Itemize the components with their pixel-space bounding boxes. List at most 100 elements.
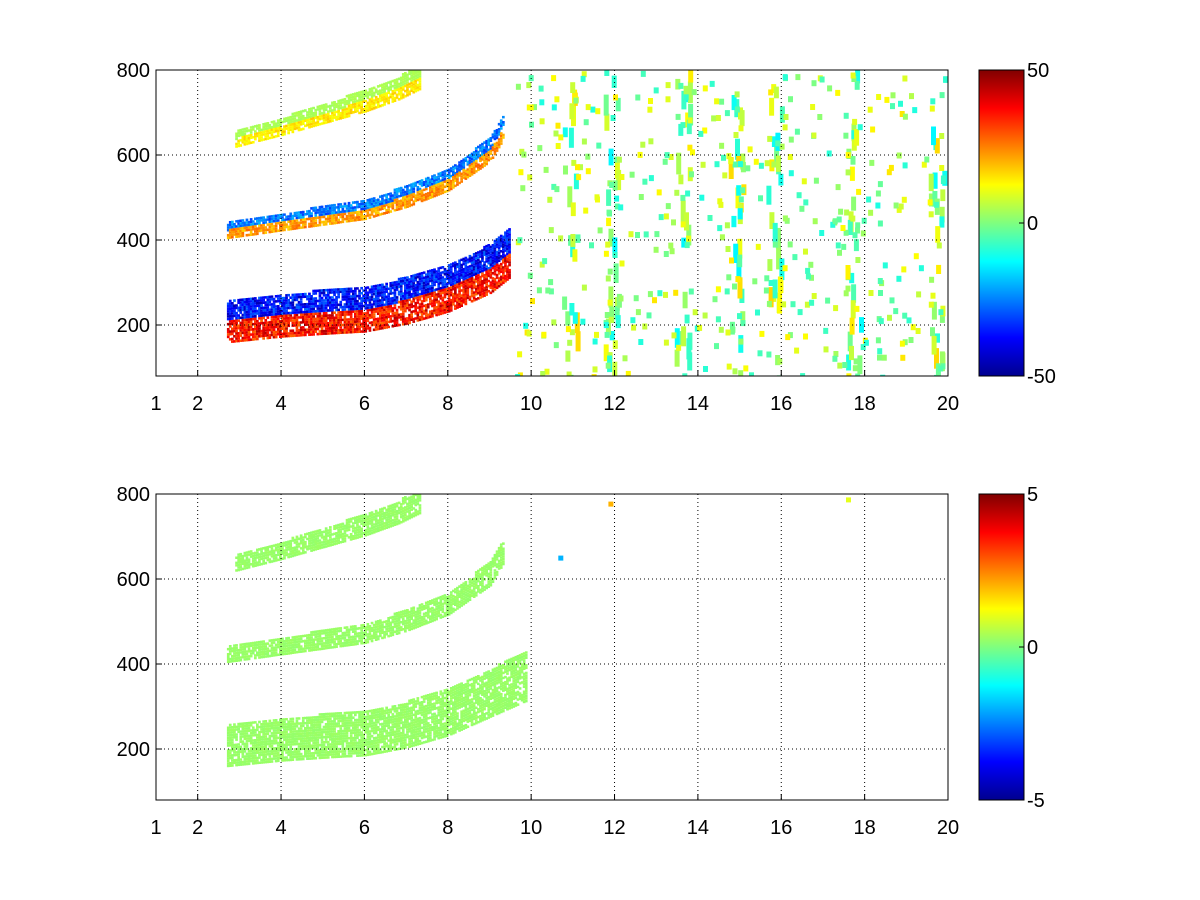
band-cell-0	[266, 750, 270, 753]
band-cell-1	[460, 180, 463, 183]
band-cell-0	[279, 315, 282, 318]
band-cell-0	[429, 287, 432, 290]
band-cell-0	[431, 314, 434, 318]
band-cell-0	[274, 741, 278, 745]
band-cell-2	[368, 100, 372, 104]
band-cell-0	[481, 269, 484, 273]
band-cell-0	[372, 292, 376, 296]
band-cell-0	[262, 321, 265, 325]
band-cell-0	[310, 312, 313, 316]
band-cell-0	[345, 326, 349, 329]
noise-cell	[785, 334, 791, 341]
band-cell-1	[429, 178, 432, 181]
band-cell-1	[262, 221, 265, 224]
band-cell-0	[231, 759, 234, 762]
noise-cell	[724, 222, 730, 229]
band-cell-2	[354, 102, 357, 106]
band-cell-0	[247, 721, 251, 725]
band-cell-2	[287, 124, 290, 127]
band-cell-2	[306, 111, 309, 114]
band-cell-1	[262, 229, 265, 232]
band-cell-0	[320, 332, 324, 336]
band-cell-0	[262, 761, 265, 764]
band-cell-0	[247, 302, 251, 306]
band-cell-1	[433, 174, 436, 177]
band-cell-0	[381, 326, 384, 330]
band-cell-1	[416, 180, 420, 184]
band-cell-1	[383, 206, 386, 210]
band-cell-0	[320, 738, 324, 742]
noise-cell	[771, 84, 777, 93]
noise-cell	[718, 326, 724, 333]
band-cell-0	[379, 322, 382, 325]
band-cell-0	[426, 288, 430, 291]
band-cell-0	[289, 316, 293, 320]
band-cell-2	[318, 110, 322, 113]
band-cell-1	[395, 193, 399, 196]
band-cell-0	[412, 277, 416, 280]
band-cell-0	[341, 310, 345, 314]
band-cell-1	[449, 174, 453, 178]
band-cell-0	[231, 307, 234, 310]
band-cell-0	[289, 717, 293, 721]
band-cell-0	[404, 284, 407, 287]
band-cell-0	[293, 293, 297, 297]
noise-cell	[808, 261, 814, 268]
band-cell-1	[445, 174, 449, 177]
band-cell-1	[477, 150, 480, 154]
band-cell-0	[414, 304, 418, 307]
band-cell-0	[364, 299, 368, 302]
band-cell-0	[293, 298, 297, 302]
band-cell-0	[312, 757, 315, 760]
band-cell-0	[304, 744, 307, 748]
band-cell-2	[397, 90, 401, 93]
band-cell-2	[295, 126, 299, 130]
band-cell-2	[324, 113, 328, 117]
band-cell-0	[256, 312, 259, 315]
band-cell-0	[297, 308, 301, 312]
noise-cell	[918, 265, 924, 272]
band-cell-0	[497, 284, 501, 288]
band-cell-0	[489, 286, 493, 289]
band-cell-1	[424, 187, 428, 191]
band-cell-0	[291, 725, 295, 728]
band-cell-0	[487, 279, 491, 283]
band-cell-0	[499, 234, 503, 238]
band-cell-0	[420, 282, 424, 285]
band-cell-0	[262, 730, 265, 733]
noise-cell	[618, 204, 624, 211]
band-cell-0	[477, 266, 480, 269]
band-cell-2	[272, 135, 276, 139]
band-cell-1	[333, 209, 336, 212]
band-cell-0	[293, 319, 297, 322]
band-cell-2	[329, 117, 332, 120]
band-cell-0	[289, 735, 293, 739]
band-cell-2	[258, 126, 261, 130]
band-cell-0	[285, 334, 288, 338]
band-cell-0	[285, 324, 288, 328]
band-cell-0	[264, 750, 268, 754]
band-cell-2	[370, 97, 374, 101]
band-cell-0	[333, 306, 336, 309]
band-cell-2	[337, 117, 340, 121]
band-cell-0	[266, 303, 270, 307]
band-cell-0	[477, 271, 480, 275]
noise-cell	[592, 366, 598, 373]
band-cell-0	[239, 732, 243, 736]
band-cell-0	[422, 281, 426, 285]
noise-cell	[832, 218, 838, 225]
band-cell-0	[268, 303, 272, 306]
band-cell-0	[264, 319, 268, 322]
band-cell-0	[466, 291, 470, 295]
band-cell-0	[401, 305, 405, 308]
band-cell-1	[389, 194, 393, 198]
band-cell-1	[449, 169, 453, 173]
band-cell-0	[254, 322, 257, 326]
band-cell-1	[435, 183, 438, 187]
band-cell-1	[337, 211, 340, 214]
band-cell-2	[408, 82, 411, 86]
band-cell-0	[418, 303, 422, 306]
band-cell-1	[366, 206, 370, 210]
band-cell-0	[508, 235, 511, 239]
band-cell-0	[324, 322, 328, 325]
